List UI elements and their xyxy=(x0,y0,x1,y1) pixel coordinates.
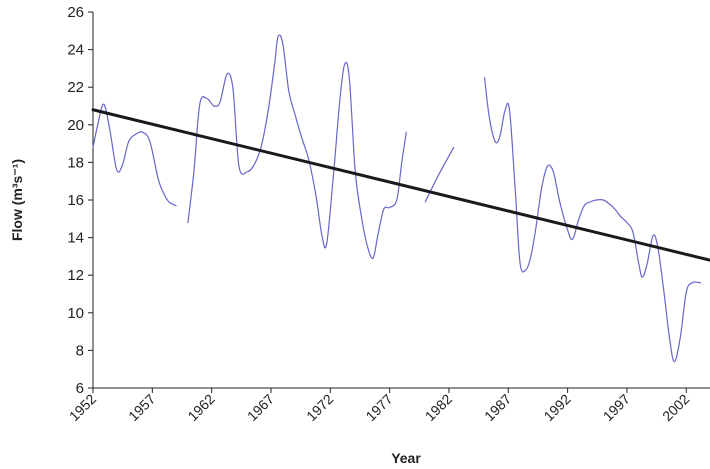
x-tick-label: 1957 xyxy=(125,391,158,424)
x-tick-label: 1982 xyxy=(422,391,455,424)
x-tick-label: 1992 xyxy=(540,391,573,424)
y-tick-label: 26 xyxy=(67,4,84,21)
x-tick-label: 2002 xyxy=(659,391,692,424)
y-tick-label: 24 xyxy=(67,42,84,59)
x-tick-label: 1987 xyxy=(481,391,514,424)
trend-line xyxy=(91,108,710,262)
y-tick-label: 12 xyxy=(67,267,84,284)
x-tick-label: 1972 xyxy=(303,391,336,424)
series-layer xyxy=(91,34,710,363)
y-ticks: 6 8 10 12 14 16 18 20 22 24 26 xyxy=(67,4,93,397)
y-tick-label: 8 xyxy=(76,342,84,359)
y-tick-label: 18 xyxy=(67,154,84,171)
flow-series-line-segment-4 xyxy=(483,77,702,363)
y-tick-label: 10 xyxy=(67,305,84,322)
x-tick-label: 1962 xyxy=(184,391,217,424)
flow-series-line-segment-2 xyxy=(187,34,407,260)
y-tick-label: 16 xyxy=(67,192,84,209)
y-axis-title: Flow (m³s⁻¹) xyxy=(9,159,25,241)
x-axis-title: Year xyxy=(391,450,421,466)
x-ticks: 1952 1957 1962 1967 1972 1977 1982 1987 1992 1997… xyxy=(66,388,693,424)
flow-series-line-segment-3 xyxy=(424,146,455,203)
x-tick-label: 1977 xyxy=(362,391,395,424)
y-tick-label: 20 xyxy=(67,117,84,134)
x-tick-label: 1997 xyxy=(600,391,633,424)
x-tick-label: 1967 xyxy=(244,391,277,424)
y-tick-label: 22 xyxy=(67,79,84,96)
flow-series-line-segment-1 xyxy=(92,103,177,207)
y-tick-label: 6 xyxy=(76,380,84,397)
plot-area: 6 8 10 12 14 16 18 20 22 24 26 1952 1957 1962 1967 197… xyxy=(66,4,710,424)
y-tick-label: 14 xyxy=(67,230,84,247)
x-tick-label: 1952 xyxy=(66,391,99,424)
